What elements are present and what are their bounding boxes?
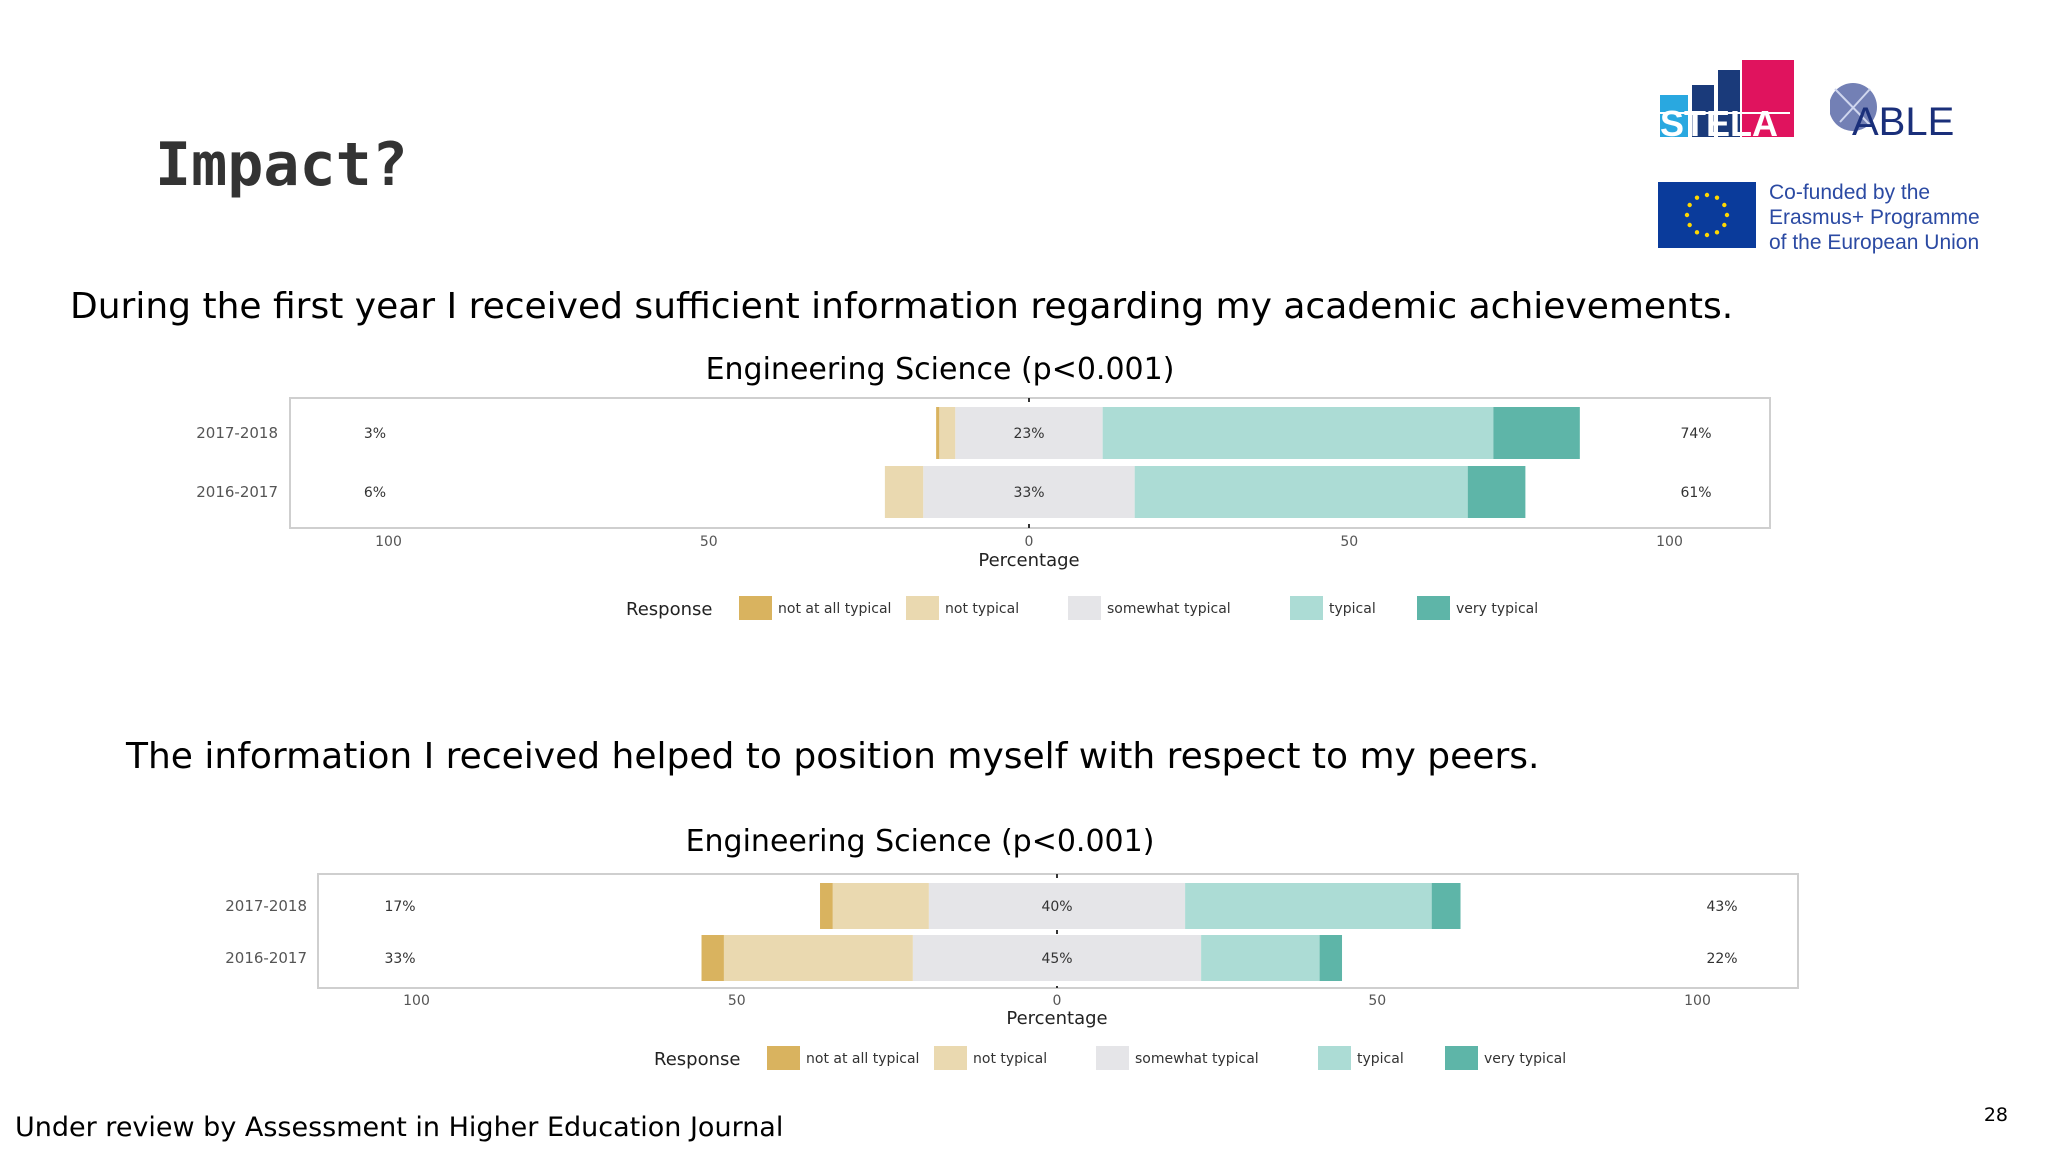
bar-segment bbox=[928, 883, 1186, 929]
legend-swatch bbox=[1290, 596, 1323, 620]
bar-segment bbox=[1134, 466, 1468, 518]
eu-flag-icon bbox=[1658, 182, 1756, 248]
x-tick-label: 50 bbox=[1368, 993, 1386, 1009]
category-label: 2016-2017 bbox=[196, 483, 278, 501]
left-percent-label: 33% bbox=[384, 951, 415, 967]
bar-segment bbox=[884, 466, 924, 518]
stela-logo: STELA bbox=[1660, 60, 1794, 144]
svg-text:ABLE: ABLE bbox=[1852, 100, 1954, 144]
left-percent-label: 3% bbox=[364, 426, 386, 442]
legend-label: somewhat typical bbox=[1107, 601, 1231, 617]
left-percent-label: 6% bbox=[364, 485, 386, 501]
x-tick-label: 50 bbox=[1340, 534, 1358, 550]
category-label: 2016-2017 bbox=[225, 949, 307, 967]
bar-segment bbox=[912, 935, 1202, 981]
category-label: 2017-2018 bbox=[196, 424, 278, 442]
legend-title: Response bbox=[654, 1049, 740, 1070]
legend-label: not typical bbox=[973, 1051, 1047, 1067]
legend-label: typical bbox=[1329, 601, 1376, 617]
footer-citation: Under review by Assessment in Higher Edu… bbox=[15, 1112, 784, 1143]
eu-star-icon bbox=[1694, 195, 1700, 200]
question-2: The information I received helped to pos… bbox=[126, 736, 1540, 777]
eu-star-icon bbox=[1722, 222, 1727, 228]
eu-star-icon bbox=[1704, 192, 1710, 198]
bar-segment bbox=[723, 935, 913, 981]
center-percent-label: 45% bbox=[1041, 951, 1072, 967]
right-percent-label: 61% bbox=[1680, 485, 1711, 501]
center-percent-label: 40% bbox=[1041, 899, 1072, 915]
bar-segment bbox=[1493, 407, 1580, 459]
right-percent-label: 43% bbox=[1706, 899, 1737, 915]
eu-cofunded-text: Co-funded by the Erasmus+ Programme of t… bbox=[1769, 180, 1980, 255]
x-tick-label: 0 bbox=[1053, 993, 1062, 1009]
bar-segment bbox=[820, 883, 833, 929]
legend-label: not at all typical bbox=[778, 601, 891, 617]
bar-segment bbox=[939, 407, 956, 459]
logo-area: STELA ABLE Co-funded by the Erasmus+ Pro… bbox=[1650, 55, 1980, 255]
bar-segment bbox=[1201, 935, 1320, 981]
eu-star-icon bbox=[1687, 222, 1692, 228]
eu-text-line: Erasmus+ Programme bbox=[1769, 206, 1980, 229]
legend-swatch bbox=[1417, 596, 1450, 620]
category-label: 2017-2018 bbox=[225, 897, 307, 915]
chart-2-title: Engineering Science (p<0.001) bbox=[685, 824, 1155, 859]
svg-text:STELA: STELA bbox=[1660, 103, 1778, 144]
legend-swatch bbox=[934, 1046, 967, 1070]
bar-segment bbox=[936, 407, 940, 459]
legend-label: not at all typical bbox=[806, 1051, 919, 1067]
bar-segment bbox=[923, 466, 1135, 518]
bar-segment bbox=[1185, 883, 1432, 929]
legend-swatch bbox=[906, 596, 939, 620]
center-percent-label: 33% bbox=[1013, 485, 1044, 501]
bar-segment bbox=[1467, 466, 1526, 518]
eu-star-icon bbox=[1722, 202, 1727, 208]
x-tick-label: 100 bbox=[403, 993, 430, 1009]
chart-1-title: Engineering Science (p<0.001) bbox=[705, 352, 1175, 387]
legend-swatch bbox=[1096, 1046, 1129, 1070]
eu-text-line: of the European Union bbox=[1769, 231, 1980, 254]
x-tick-label: 100 bbox=[1656, 534, 1683, 550]
bar-segment bbox=[955, 407, 1103, 459]
legend-swatch bbox=[1318, 1046, 1351, 1070]
legend-swatch bbox=[1445, 1046, 1478, 1070]
legend-label: somewhat typical bbox=[1135, 1051, 1259, 1067]
able-logo: ABLE bbox=[1830, 83, 1954, 144]
eu-star-icon bbox=[1704, 232, 1710, 238]
eu-star-icon bbox=[1714, 230, 1720, 235]
eu-text-line: Co-funded by the bbox=[1769, 181, 1931, 204]
slide-title: Impact? bbox=[155, 130, 408, 200]
bar-segment bbox=[832, 883, 929, 929]
eu-star-icon bbox=[1684, 212, 1690, 218]
legend-title: Response bbox=[626, 599, 712, 620]
legend-label: very typical bbox=[1456, 601, 1538, 617]
x-tick-label: 50 bbox=[700, 534, 718, 550]
legend-swatch bbox=[739, 596, 772, 620]
legend-label: typical bbox=[1357, 1051, 1404, 1067]
x-tick-label: 100 bbox=[1684, 993, 1711, 1009]
page-number: 28 bbox=[1983, 1104, 2008, 1126]
eu-star-icon bbox=[1687, 202, 1692, 208]
eu-star-icon bbox=[1724, 212, 1730, 218]
x-axis-label: Percentage bbox=[978, 550, 1079, 571]
center-percent-label: 23% bbox=[1013, 426, 1044, 442]
right-percent-label: 74% bbox=[1680, 426, 1711, 442]
legend-label: not typical bbox=[945, 601, 1019, 617]
legend-label: very typical bbox=[1484, 1051, 1566, 1067]
left-percent-label: 17% bbox=[384, 899, 415, 915]
bar-segment bbox=[701, 935, 724, 981]
eu-star-icon bbox=[1714, 195, 1720, 200]
x-tick-label: 0 bbox=[1025, 534, 1034, 550]
bar-segment bbox=[1102, 407, 1494, 459]
x-tick-label: 100 bbox=[375, 534, 402, 550]
x-tick-label: 50 bbox=[728, 993, 746, 1009]
legend-swatch bbox=[1068, 596, 1101, 620]
eu-star-icon bbox=[1694, 230, 1700, 235]
question-1: During the first year I received suffici… bbox=[70, 286, 1734, 327]
bar-segment bbox=[1431, 883, 1461, 929]
x-axis-label: Percentage bbox=[1006, 1008, 1107, 1029]
bar-segment bbox=[1319, 935, 1343, 981]
right-percent-label: 22% bbox=[1706, 951, 1737, 967]
legend-swatch bbox=[767, 1046, 800, 1070]
